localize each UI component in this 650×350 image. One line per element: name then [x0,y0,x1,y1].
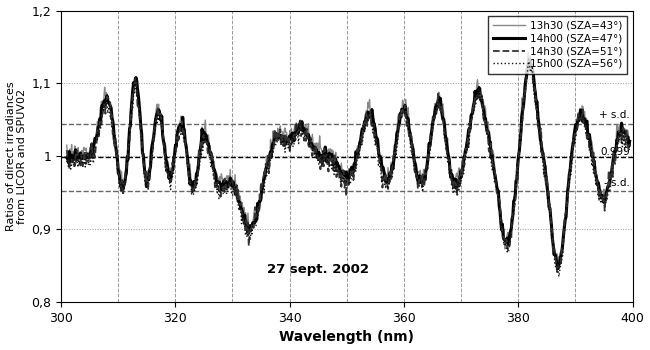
14h30 (SZA=51°) [525,59,532,63]
14h00 (SZA=47°) [525,57,533,62]
14h00 (SZA=47°) [222,182,229,186]
13h30 (SZA=43°) [572,124,580,128]
14h30 (SZA=51°) [626,142,634,146]
15h00 (SZA=56°) [626,141,634,145]
14h30 (SZA=51°) [432,112,440,116]
14h00 (SZA=47°) [626,139,634,144]
15h00 (SZA=56°) [432,106,440,110]
15h00 (SZA=56°) [201,137,209,141]
13h30 (SZA=43°) [626,142,634,146]
Line: 13h30 (SZA=43°): 13h30 (SZA=43°) [67,52,630,266]
15h00 (SZA=56°) [555,274,563,279]
14h30 (SZA=51°) [553,270,561,274]
13h30 (SZA=43°) [222,178,229,182]
Text: 27 sept. 2002: 27 sept. 2002 [267,263,369,276]
14h00 (SZA=47°) [501,238,509,243]
15h00 (SZA=56°) [222,185,229,189]
13h30 (SZA=43°) [525,50,532,55]
14h00 (SZA=47°) [63,155,71,160]
13h30 (SZA=43°) [552,264,560,268]
14h30 (SZA=51°) [241,223,249,227]
13h30 (SZA=43°) [201,126,209,130]
14h00 (SZA=47°) [432,105,440,109]
Line: 14h30 (SZA=51°): 14h30 (SZA=51°) [67,61,630,272]
15h00 (SZA=56°) [525,60,533,64]
Text: 0.999: 0.999 [600,147,630,157]
14h30 (SZA=51°) [572,133,580,137]
15h00 (SZA=56°) [241,224,249,228]
Y-axis label: Ratios of direct irradiances
from LICOR and SPUV02: Ratios of direct irradiances from LICOR … [6,82,27,231]
13h30 (SZA=43°) [432,102,440,106]
15h00 (SZA=56°) [501,237,509,241]
13h30 (SZA=43°) [241,214,249,218]
Line: 15h00 (SZA=56°): 15h00 (SZA=56°) [67,62,630,276]
Text: - s.d.: - s.d. [604,178,630,188]
15h00 (SZA=56°) [63,160,71,164]
14h00 (SZA=47°) [554,266,562,271]
13h30 (SZA=43°) [501,247,509,251]
Text: + s.d.: + s.d. [599,110,630,120]
14h30 (SZA=51°) [201,140,209,144]
Legend: 13h30 (SZA=43°), 14h00 (SZA=47°), 14h30 (SZA=51°), 15h00 (SZA=56°): 13h30 (SZA=43°), 14h00 (SZA=47°), 14h30 … [488,16,627,74]
X-axis label: Wavelength (nm): Wavelength (nm) [280,330,414,344]
14h00 (SZA=47°) [572,122,580,127]
14h30 (SZA=51°) [63,148,71,152]
15h00 (SZA=56°) [572,135,580,139]
14h30 (SZA=51°) [501,239,509,243]
Line: 14h00 (SZA=47°): 14h00 (SZA=47°) [67,60,630,268]
13h30 (SZA=43°) [63,143,71,147]
14h30 (SZA=51°) [222,180,229,184]
14h00 (SZA=47°) [241,213,249,217]
14h00 (SZA=47°) [201,139,209,144]
